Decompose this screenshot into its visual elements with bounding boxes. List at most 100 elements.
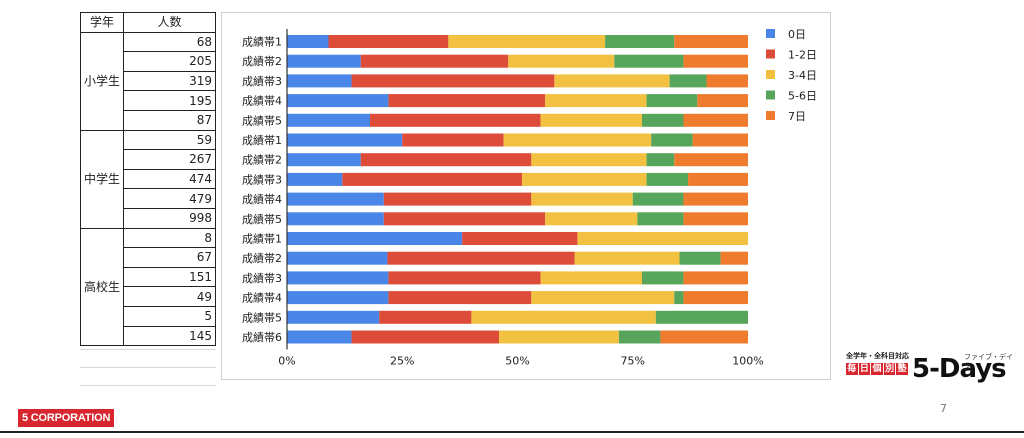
x-tick-label: 50%	[505, 355, 529, 368]
sheet-gridline	[80, 385, 216, 386]
bar-segment-3	[522, 172, 647, 186]
category-label: 成績帯1	[242, 35, 282, 49]
bar-segment-2	[369, 113, 541, 127]
bar-segment-5	[683, 192, 748, 206]
brand-char: 日	[858, 363, 871, 375]
bar-segment-1	[287, 212, 384, 226]
brand-char: 毎	[846, 363, 858, 375]
bar-segment-1	[287, 291, 389, 305]
bar-segment-5	[692, 133, 748, 147]
bar-segment-4	[614, 54, 684, 68]
bar-segment-1	[287, 310, 380, 324]
category-label: 成績帯5	[242, 310, 282, 324]
bar-segment-2	[383, 212, 546, 226]
bar-segment-3	[531, 153, 647, 167]
x-tick-label: 25%	[390, 355, 414, 368]
grade-cell: 小学生	[80, 31, 124, 131]
bar-segment-2	[351, 74, 555, 88]
category-label: 成績帯4	[242, 291, 282, 305]
category-label: 成績帯4	[242, 94, 282, 108]
bar-segment-1	[287, 251, 388, 265]
bar-segment-1	[287, 74, 352, 88]
x-tick-label: 100%	[732, 355, 763, 368]
bar-segment-4	[674, 291, 684, 305]
category-label: 成績帯3	[242, 271, 282, 285]
sheet-gridline	[80, 349, 216, 350]
bar-segment-1	[287, 94, 389, 108]
category-label: 成績帯5	[242, 212, 282, 226]
page-number: 7	[940, 402, 947, 415]
count-cell: 5	[123, 305, 216, 327]
bar-segment-4	[651, 133, 693, 147]
stacked-bar-chart: 成績帯1 成績帯2 成績帯3 成績帯4 成績帯5 成績帯1 成績帯2 成績帯3 成績帯4 成績帯5…	[242, 28, 817, 368]
bar-segment-2	[342, 172, 523, 186]
bar-segment-3	[448, 35, 606, 48]
brand-badge: 全学年・全科目対応 毎日個別塾	[846, 352, 909, 375]
header-grade: 学年	[80, 12, 124, 33]
category-label: 成績帯2	[242, 153, 282, 167]
brand-char: 個	[871, 363, 883, 375]
bar-segment-3	[503, 133, 652, 147]
bar-segment-5	[720, 251, 748, 265]
table-row: 145	[81, 325, 216, 347]
bar-segment-3	[531, 291, 675, 305]
bar-segment-2	[383, 192, 532, 206]
legend-swatch	[766, 70, 775, 79]
count-cell: 145	[123, 325, 216, 347]
bar-segment-3	[499, 330, 619, 344]
category-label: 成績帯4	[242, 192, 282, 206]
legend-swatch	[766, 49, 775, 59]
count-cell: 151	[123, 266, 216, 288]
bar-segment-2	[351, 330, 500, 344]
legend-label: 7日	[788, 110, 806, 123]
corporation-logo: 5 CORPORATION	[18, 409, 115, 427]
table-row: 267	[81, 149, 216, 170]
bar-segment-3	[508, 54, 615, 68]
bar-segment-2	[462, 232, 578, 245]
bar-segment-2	[387, 251, 575, 265]
bar-segment-1	[287, 232, 463, 245]
bar-segment-5	[674, 35, 748, 48]
count-cell: 998	[123, 207, 216, 229]
bar-segment-3	[531, 192, 633, 206]
bar-segment-5	[674, 153, 748, 167]
bar-segment-4	[637, 212, 684, 226]
category-label: 成績帯2	[242, 54, 282, 68]
bar-segment-1	[287, 35, 329, 48]
bar-segment-2	[388, 94, 546, 108]
bar-segment-2	[328, 35, 449, 48]
bar-segment-1	[287, 133, 403, 147]
brand-char: 塾	[896, 363, 908, 375]
bar-segment-4	[669, 74, 707, 88]
brand-char: 別	[883, 363, 896, 375]
bar-segment-2	[360, 54, 509, 68]
brand-chars: 毎日個別塾	[846, 363, 908, 375]
count-cell: 267	[123, 149, 216, 170]
bar-segment-4	[641, 271, 684, 285]
bottom-divider	[0, 431, 1024, 433]
category-label: 成績帯5	[242, 113, 282, 127]
category-label: 成績帯1	[242, 133, 282, 147]
legend-swatch	[766, 90, 775, 100]
bar-segment-1	[287, 192, 384, 206]
count-cell: 8	[123, 227, 216, 249]
legend-label: 1-2日	[788, 49, 817, 62]
legend-swatch	[766, 29, 775, 38]
bar-segment-2	[360, 153, 532, 167]
bar-segment-4	[679, 251, 721, 265]
count-cell: 319	[123, 70, 216, 92]
bar-segment-5	[683, 54, 748, 68]
table-row: 67	[81, 247, 216, 268]
bar-segment-2	[379, 310, 472, 324]
legend-label: 0日	[788, 28, 806, 41]
legend-swatch	[766, 111, 775, 120]
bar-segment-4	[646, 172, 689, 186]
bar-segment-3	[540, 271, 642, 285]
bar-segment-3	[554, 74, 670, 88]
category-label: 成績帯3	[242, 172, 282, 186]
bar-segment-4	[646, 94, 698, 108]
student-count-table: 学年 人数 小学生 68 205 319 195 87 中学生 59 267 474 479 998 高…	[80, 12, 216, 347]
bar-segment-2	[402, 133, 504, 147]
bar-segment-2	[388, 291, 532, 305]
bar-segment-1	[287, 54, 361, 68]
